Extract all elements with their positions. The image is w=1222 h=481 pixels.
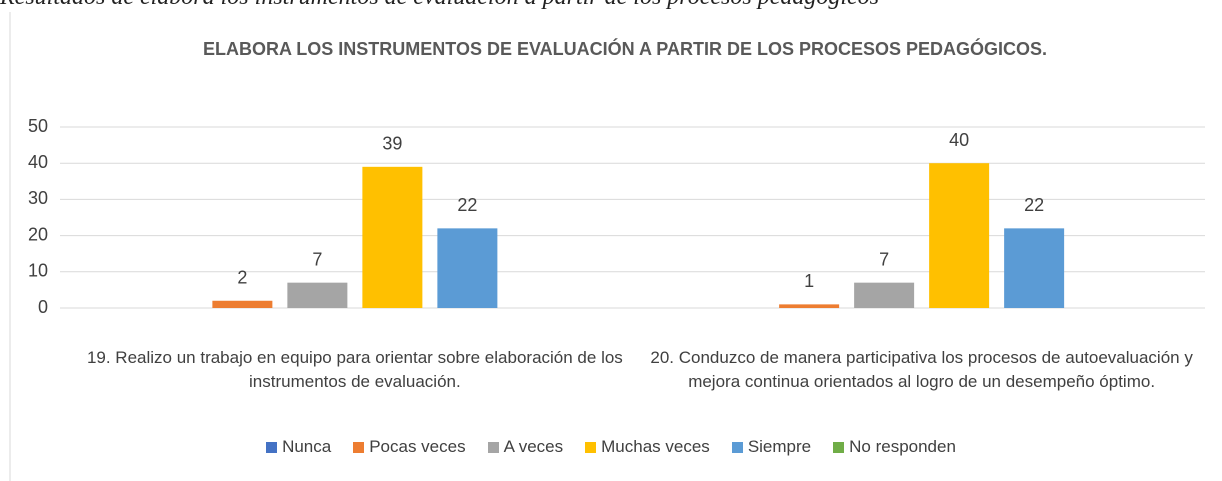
data-label: 39 [382,134,402,154]
legend-swatch [833,441,845,453]
legend-label: Siempre [747,437,812,456]
legend-label: No responden [849,437,956,456]
legend-label: Nunca [282,437,332,456]
data-label: 1 [804,271,814,291]
data-label: 2 [237,268,247,288]
legend-swatch [487,441,499,453]
x-tick-label: 19. Realizo un trabajo en equipo para or… [86,348,623,391]
chart-title: ELABORA LOS INSTRUMENTOS DE EVALUACIÓN A… [202,39,1048,59]
bar [854,282,915,308]
bar [929,163,990,308]
y-tick-label: 0 [38,297,48,317]
data-label: 40 [949,130,969,150]
legend-item: Siempre [731,437,812,457]
bar [287,282,348,308]
legend-item: A veces [487,437,564,457]
caption: Resultados de elabora los instrumentos d… [0,0,879,11]
data-label: 7 [312,249,322,269]
bar [362,166,423,308]
legend-item: Nunca [266,437,331,457]
y-tick-label: 10 [28,261,48,281]
y-tick-label: 20 [28,224,48,244]
data-label: 22 [1024,195,1044,215]
legend-swatch [353,441,365,453]
legend-label: Pocas veces [369,437,466,456]
y-tick-label: 40 [28,152,48,172]
data-label: 7 [879,249,889,269]
legend-item: Pocas veces [353,437,466,457]
x-tick-label: 20. Conduzco de manera participativa los… [650,348,1193,391]
bar [437,228,498,308]
legend-label: Muchas veces [601,437,710,456]
data-label: 22 [457,195,477,215]
bar [212,300,273,308]
legend-swatch [731,441,743,453]
y-tick-label: 30 [28,188,48,208]
bar [1004,228,1065,308]
legend-label: A veces [503,437,564,456]
legend-item: No responden [833,437,956,457]
y-tick-label: 50 [28,116,48,136]
legend: Nunca Pocas veces A veces Muchas veces Siemp… [0,437,1222,457]
legend-swatch [266,441,278,453]
bar [779,304,840,308]
legend-swatch [585,441,597,453]
legend-item: Muchas veces [585,437,710,457]
